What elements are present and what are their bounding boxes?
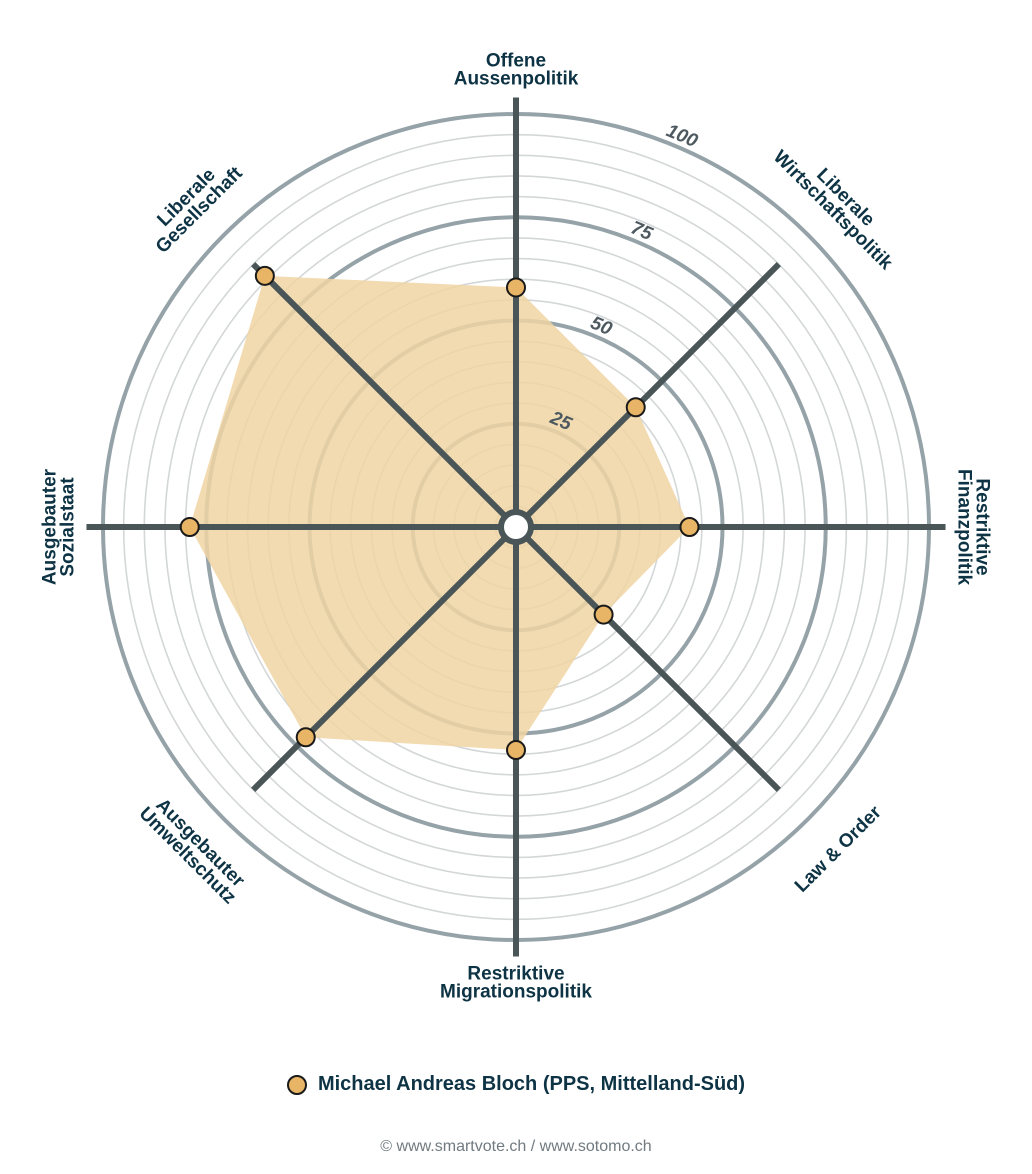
axis-spokes xyxy=(86,97,946,957)
axis-label-line: Migrationspolitik xyxy=(440,981,592,1002)
data-point xyxy=(506,740,526,761)
axis-spoke xyxy=(513,524,781,792)
axis-label-line: Sozialstaat xyxy=(58,477,79,577)
legend: Michael Andreas Bloch (PPS, Mittelland-S… xyxy=(0,1073,1032,1096)
axis-spoke xyxy=(513,262,781,530)
data-point xyxy=(506,277,526,298)
data-point xyxy=(254,265,275,286)
data-points xyxy=(179,265,700,761)
axis-label-line: Restriktive xyxy=(971,478,992,575)
tick-label: 100 xyxy=(663,120,701,152)
axis-label-line: Wirtschaftspolitik xyxy=(769,147,897,275)
copyright-footer: © www.smartvote.ch / www.sotomo.ch xyxy=(380,1138,652,1155)
center-hub xyxy=(498,509,534,545)
axis-label-line: Law & Order xyxy=(791,802,886,897)
axis-spoke xyxy=(251,262,519,530)
data-point xyxy=(625,397,646,418)
legend-marker-icon xyxy=(286,1074,307,1095)
axis-label-line: Ausgebauter xyxy=(40,468,61,585)
axis-label-3: Law & Order xyxy=(791,802,886,897)
data-point xyxy=(295,727,316,748)
data-point xyxy=(179,517,200,537)
axis-label-line: Restriktive xyxy=(467,963,564,984)
data-point xyxy=(593,604,614,625)
data-area xyxy=(189,275,690,751)
legend-label: Michael Andreas Bloch (PPS, Mittelland-S… xyxy=(317,1073,746,1095)
axis-spoke xyxy=(251,524,519,792)
data-point xyxy=(679,517,700,537)
axis-label-line: Offene xyxy=(486,51,546,72)
axis-label-line: Aussenpolitik xyxy=(454,69,579,90)
axis-label-line: Finanzpolitik xyxy=(953,469,974,586)
series-area xyxy=(189,275,690,751)
